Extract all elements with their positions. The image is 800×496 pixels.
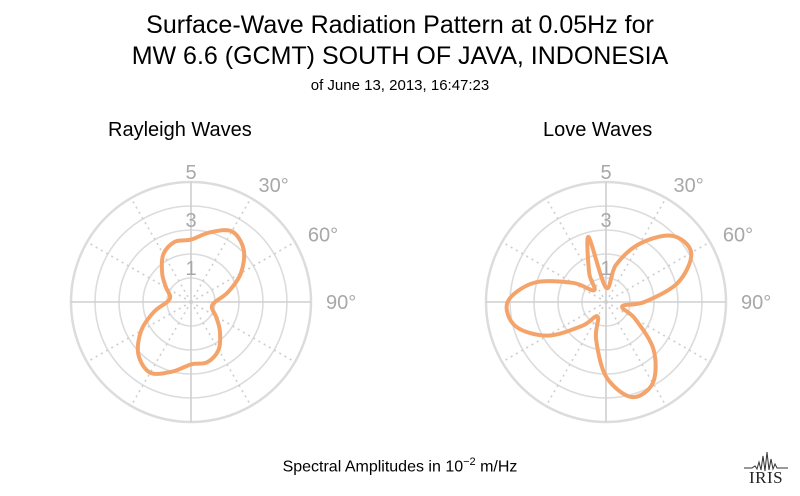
grid-spoke — [605, 241, 711, 303]
polar-panel-0: 1 3 5 30° 60° 90° — [69, 162, 356, 424]
seismogram-icon — [744, 451, 788, 472]
radiation-pattern-line — [504, 233, 694, 400]
chart-title-line2: MW 6.6 (GCMT) SOUTH OF JAVA, INDONESIA — [131, 42, 669, 70]
grid-spoke — [86, 241, 192, 303]
angle-tick-label: 90° — [741, 292, 771, 314]
radial-tick-label: 5 — [185, 162, 196, 184]
radial-tick-label: 3 — [185, 210, 196, 232]
angle-tick-label: 30° — [259, 175, 289, 197]
footer-units-note: Spectral Amplitudes in 10−2 m/Hz — [0, 456, 800, 476]
rayleigh-panel-title: Rayleigh Waves — [108, 119, 252, 141]
angle-tick-label: 60° — [723, 225, 753, 247]
logo-text: IRIS — [748, 468, 784, 487]
footer-suffix: m/Hz — [475, 458, 518, 476]
chart-title-line1: Surface-Wave Radiation Pattern at 0.05Hz… — [146, 11, 654, 39]
grid-spoke — [605, 197, 667, 303]
footer-prefix: Spectral Amplitudes in 10 — [282, 458, 464, 476]
grid-spoke — [190, 197, 252, 303]
polar-panel-1: 1 3 5 30° 60° 90° — [484, 162, 771, 424]
radiation-pattern-line — [135, 228, 247, 376]
grid-spoke — [605, 301, 667, 407]
radial-tick-label: 1 — [185, 258, 196, 280]
love-panel-title: Love Waves — [543, 119, 653, 141]
grid-spoke — [190, 301, 252, 407]
radial-tick-label: 3 — [600, 210, 611, 232]
grid-spoke — [605, 301, 711, 363]
grid-spoke — [130, 301, 192, 407]
angle-tick-label: 30° — [674, 175, 704, 197]
grid-spoke — [501, 241, 607, 303]
grid-spoke — [501, 301, 607, 363]
grid-spoke — [190, 301, 296, 363]
chart-subtitle: of June 13, 2013, 16:47:23 — [310, 77, 490, 94]
grid-spoke — [545, 197, 607, 303]
iris-logo: IRIS — [742, 450, 790, 488]
angle-tick-label: 60° — [308, 225, 338, 247]
radial-tick-label: 1 — [600, 258, 611, 280]
grid-spoke — [545, 301, 607, 407]
angle-tick-label: 90° — [326, 292, 356, 314]
footer-exponent: −2 — [463, 456, 476, 468]
grid-spoke — [130, 197, 192, 303]
radial-tick-label: 5 — [600, 162, 611, 184]
